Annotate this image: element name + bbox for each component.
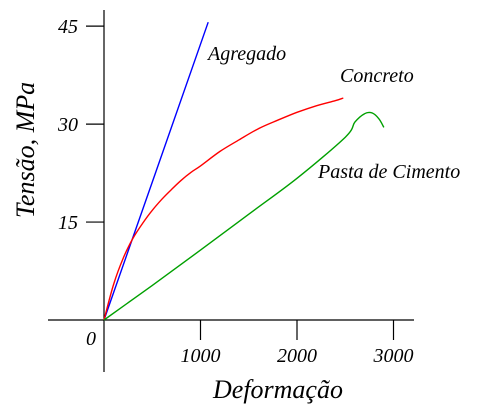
series-label-pasta-de-cimento: Pasta de Cimento — [317, 161, 460, 183]
series-line-concreto — [103, 97, 344, 321]
origin-label: 0 — [86, 328, 96, 350]
y-tick-label-15: 15 — [58, 212, 78, 234]
x-tick-label-2000: 2000 — [277, 345, 317, 367]
series-label-concreto: Concreto — [340, 65, 414, 87]
series-line-agregado — [103, 21, 209, 321]
series-line-pasta-de-cimento — [103, 111, 385, 321]
series-layer — [103, 21, 385, 321]
series-label-agregado: Agregado — [206, 43, 286, 65]
labels-layer: Agregado Concreto Pasta de Cimento — [206, 43, 460, 183]
axes: 1000 2000 3000 15 30 45 — [48, 10, 414, 372]
y-tick-label-30: 30 — [57, 114, 78, 136]
x-tick-label-3000: 3000 — [373, 345, 414, 367]
y-tick-label-45: 45 — [58, 16, 78, 38]
x-axis-title: Deformação — [212, 375, 343, 404]
x-tick-label-1000: 1000 — [181, 345, 221, 367]
y-axis-title: Tensão, MPa — [11, 82, 40, 218]
